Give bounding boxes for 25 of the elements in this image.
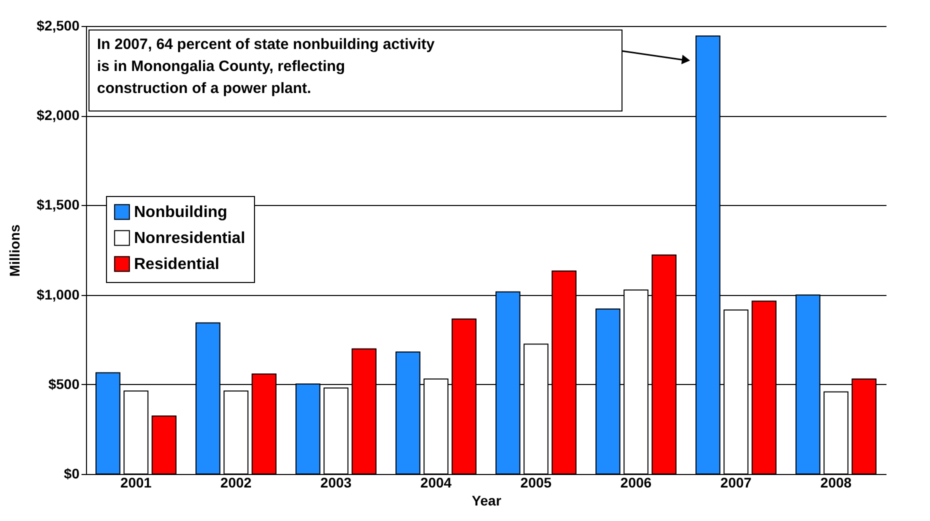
y-tick-label: $0 [64, 466, 80, 482]
x-tick-label: 2005 [520, 474, 552, 490]
x-axis-title: Year [472, 492, 502, 508]
y-tick-label: $1,000 [36, 286, 80, 302]
x-tick-label: 2008 [820, 474, 852, 490]
y-tick-label: $500 [48, 376, 80, 392]
x-tick-label: 2004 [420, 474, 452, 490]
bar [824, 391, 848, 474]
y-tick-label: $1,500 [36, 196, 80, 213]
bar [324, 387, 348, 474]
y-tick-label: $2,500 [36, 18, 80, 34]
bar [152, 415, 176, 474]
x-tick-label: 2001 [120, 474, 152, 490]
bar [124, 390, 148, 474]
x-tick-label: 2006 [620, 474, 652, 490]
y-axis-title: Millions [6, 224, 23, 277]
legend-label: Residential [134, 256, 220, 273]
legend-label: Nonbuilding [134, 204, 228, 221]
x-tick-label: 2003 [320, 474, 352, 490]
bar [224, 390, 248, 474]
legend-label: Nonresidential [134, 230, 246, 247]
x-tick-label: 2002 [220, 474, 252, 490]
annotation: In 2007, 64 percent of state nonbuilding activity is in Monongalia County, reflecting construction of a power plant. [97, 36, 436, 97]
y-tick-label: $2,000 [36, 107, 80, 124]
x-tick-label: 2007 [720, 474, 752, 490]
